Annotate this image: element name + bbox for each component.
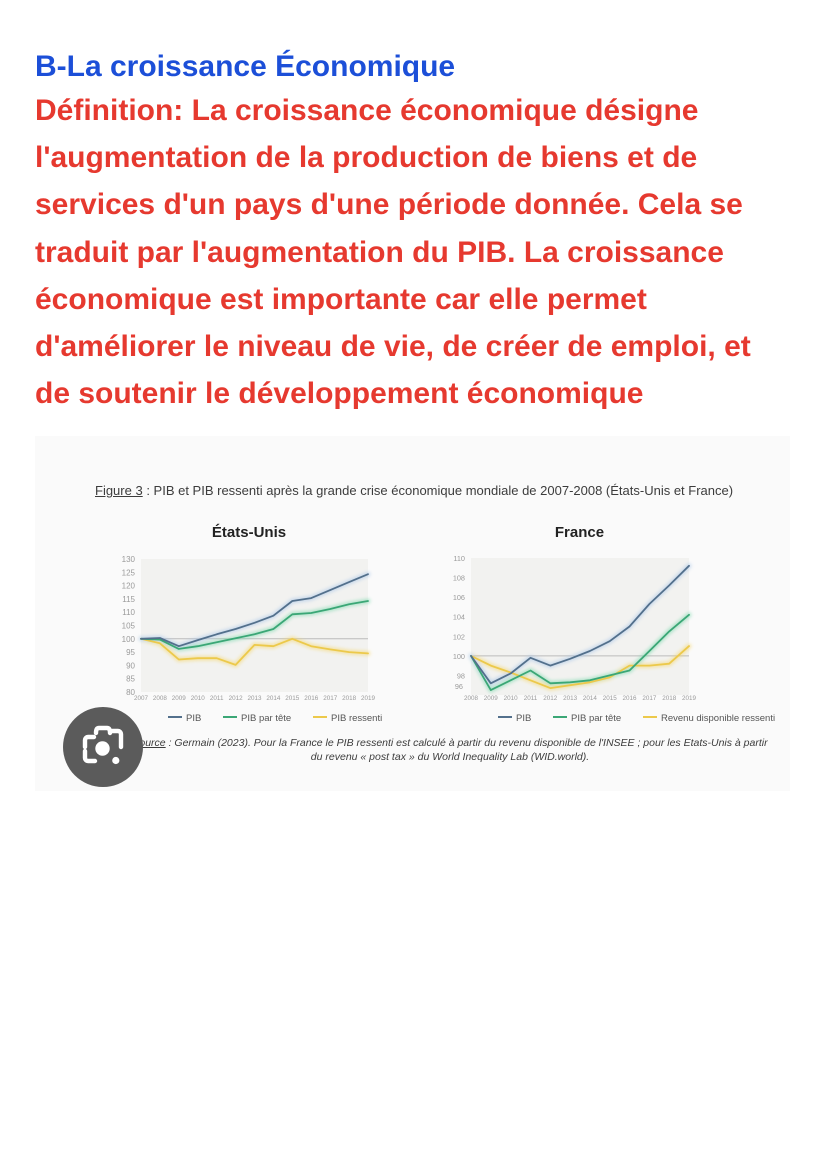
- svg-text:96: 96: [455, 682, 463, 691]
- svg-text:2010: 2010: [504, 695, 519, 702]
- svg-text:104: 104: [453, 613, 465, 622]
- svg-text:2011: 2011: [524, 695, 538, 702]
- svg-text:2013: 2013: [563, 695, 578, 702]
- svg-text:110: 110: [453, 554, 465, 563]
- svg-text:2014: 2014: [583, 695, 598, 702]
- svg-text:2019: 2019: [682, 695, 697, 702]
- svg-text:2018: 2018: [662, 695, 677, 702]
- svg-text:2008: 2008: [464, 695, 479, 702]
- svg-text:108: 108: [453, 574, 465, 583]
- svg-text:98: 98: [457, 671, 465, 680]
- svg-text:2017: 2017: [642, 695, 657, 702]
- svg-text:2009: 2009: [484, 695, 499, 702]
- svg-text:100: 100: [453, 652, 465, 661]
- svg-text:2015: 2015: [603, 695, 618, 702]
- svg-text:102: 102: [453, 632, 465, 641]
- svg-text:2012: 2012: [543, 695, 558, 702]
- svg-text:106: 106: [453, 593, 465, 602]
- svg-text:2016: 2016: [622, 695, 637, 702]
